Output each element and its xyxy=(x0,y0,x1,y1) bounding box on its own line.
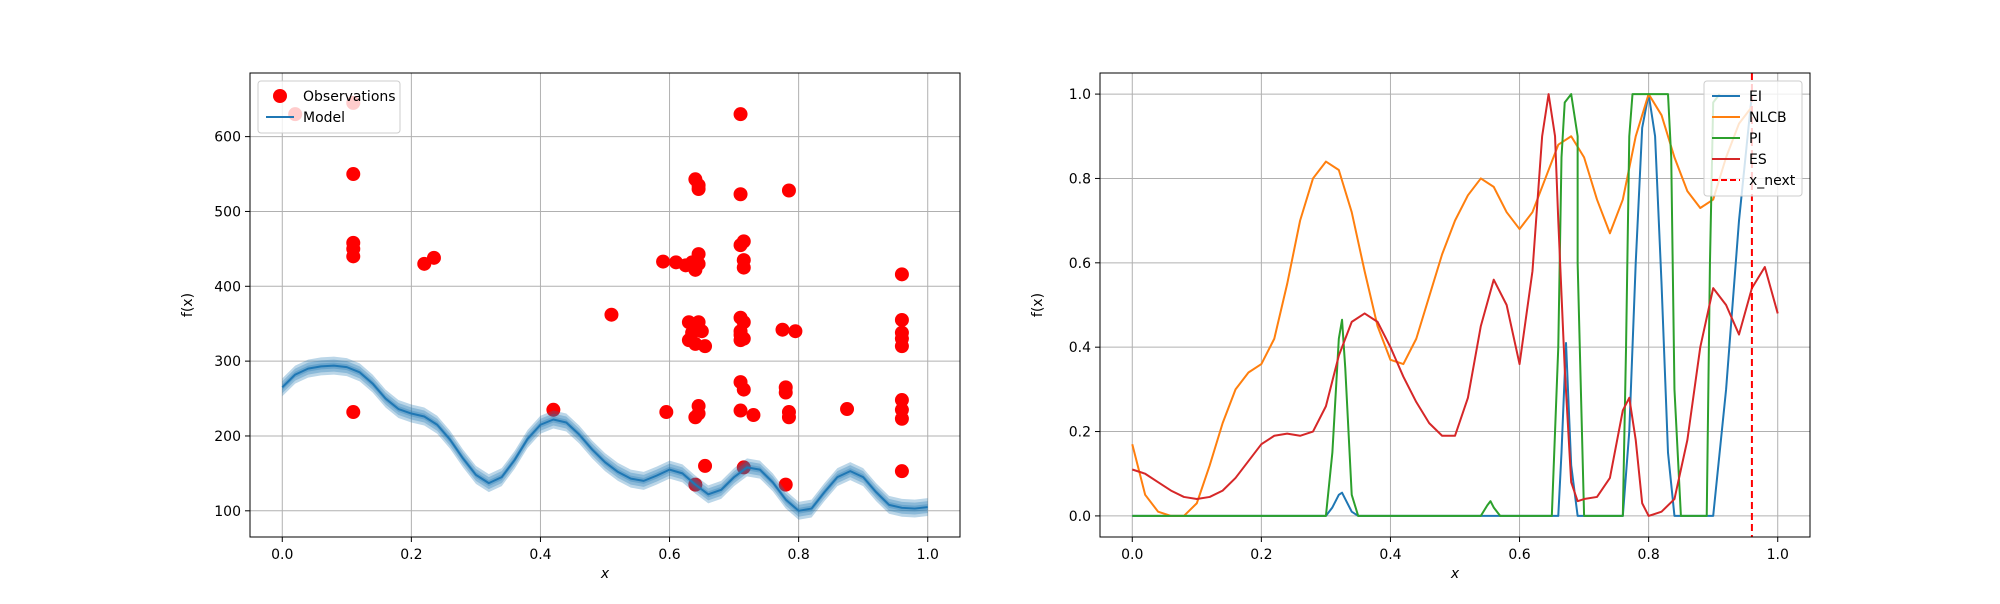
observation-point xyxy=(781,183,796,198)
x-tick-label: 1.0 xyxy=(917,547,939,563)
observation-point xyxy=(736,382,751,397)
observation-point xyxy=(894,312,909,327)
y-tick-label: 1.0 xyxy=(1069,87,1091,103)
observation-point xyxy=(736,315,751,330)
y-tick-label: 0.2 xyxy=(1069,425,1091,441)
legend-marker xyxy=(273,89,287,103)
y-tick-label: 500 xyxy=(214,204,241,220)
model-confidence-band xyxy=(282,359,928,517)
y-tick-label: 400 xyxy=(214,279,241,295)
axes-frame xyxy=(249,72,961,538)
observation-point xyxy=(659,405,674,420)
series-line-ei xyxy=(1132,93,1753,517)
observation-point xyxy=(691,406,706,421)
x-tick-label: 0.0 xyxy=(1121,547,1143,563)
legend-box xyxy=(257,80,401,134)
x-tick-label: 0.8 xyxy=(788,547,810,563)
observation-point xyxy=(733,187,748,202)
observation-point xyxy=(426,250,441,265)
observation-point xyxy=(733,107,748,122)
observation-point xyxy=(788,324,803,339)
observation-point xyxy=(546,402,561,417)
y-tick-label: 0.8 xyxy=(1069,171,1091,187)
x-tick-label: 0.8 xyxy=(1638,547,1660,563)
y-tick-label: 600 xyxy=(214,130,241,146)
observation-point xyxy=(736,460,751,475)
observation-point xyxy=(736,234,751,249)
legend: EI NLCB PI ES x_next xyxy=(1703,80,1803,197)
y-axis-label: f(x) xyxy=(180,293,196,317)
x-axis-label: x xyxy=(1450,566,1460,582)
observation-point xyxy=(894,339,909,354)
observation-point xyxy=(691,256,706,271)
observation-point xyxy=(691,182,706,196)
x-tick-label: 0.6 xyxy=(1508,547,1530,563)
y-tick-label: 100 xyxy=(214,504,241,520)
observation-point xyxy=(736,260,751,275)
x-axis-label: x xyxy=(600,566,610,582)
x-tick-label: 0.0 xyxy=(271,547,293,563)
observation-point xyxy=(733,403,748,418)
observation-point xyxy=(894,393,909,408)
plot-area xyxy=(281,95,928,520)
legend-label: Model xyxy=(303,110,345,126)
y-tick-label: 200 xyxy=(214,429,241,445)
observation-point xyxy=(698,339,713,354)
legend-label: PI xyxy=(1749,131,1762,147)
observation-point xyxy=(781,410,796,425)
observation-point xyxy=(346,167,361,182)
y-tick-label: 0.4 xyxy=(1069,340,1091,356)
observation-point xyxy=(691,247,706,262)
series-line-model xyxy=(281,364,928,512)
x-tick-label: 0.4 xyxy=(529,547,551,563)
x-tick-label: 1.0 xyxy=(1767,547,1789,563)
observation-point xyxy=(894,267,909,282)
observation-point xyxy=(694,324,709,339)
legend-label: Observations xyxy=(303,89,396,105)
series-line-pi xyxy=(1132,93,1721,517)
observation-point xyxy=(604,307,619,322)
x-tick-label: 0.2 xyxy=(1250,547,1272,563)
legend-label: EI xyxy=(1749,89,1762,105)
x-tick-label: 0.2 xyxy=(400,547,422,563)
observation-point xyxy=(775,322,790,337)
y-tick-label: 0.0 xyxy=(1069,509,1091,525)
observation-point xyxy=(656,254,671,269)
model-confidence-band xyxy=(282,356,928,520)
observation-point xyxy=(346,405,361,420)
series-line-nlcb xyxy=(1131,93,1753,517)
observation-point xyxy=(778,385,793,400)
axes-frame xyxy=(1099,72,1811,538)
y-tick-label: 300 xyxy=(214,354,241,370)
legend: Observations Model xyxy=(257,80,401,134)
x-tick-label: 0.4 xyxy=(1379,547,1401,563)
observation-point xyxy=(346,249,361,264)
legend-label: ES xyxy=(1749,152,1767,168)
observation-point xyxy=(746,408,761,423)
chart-2: 0.0 0.2 0.4 0.6 0.8 1.0 0.0 0.2 0.4 0.6 0.8 1.0 x f(x… xyxy=(1030,72,1811,582)
chart-1: 0.0 0.2 0.4 0.6 0.8 1.0 100 200 300 400 500 600 x f(x… xyxy=(180,72,961,582)
y-axis-label: f(x) xyxy=(1030,293,1046,317)
observation-point xyxy=(894,464,909,479)
observation-point xyxy=(736,331,751,346)
plot-area xyxy=(1131,73,1779,537)
series-line-es xyxy=(1131,93,1779,517)
x-tick-label: 0.6 xyxy=(658,547,680,563)
legend-label: NLCB xyxy=(1749,110,1787,126)
observation-point xyxy=(778,477,793,492)
legend-label: x_next xyxy=(1749,173,1796,189)
observation-point xyxy=(840,402,855,417)
y-tick-label: 0.6 xyxy=(1069,256,1091,272)
legend-box xyxy=(1703,80,1803,197)
observation-point xyxy=(698,458,713,473)
observation-point xyxy=(894,411,909,426)
